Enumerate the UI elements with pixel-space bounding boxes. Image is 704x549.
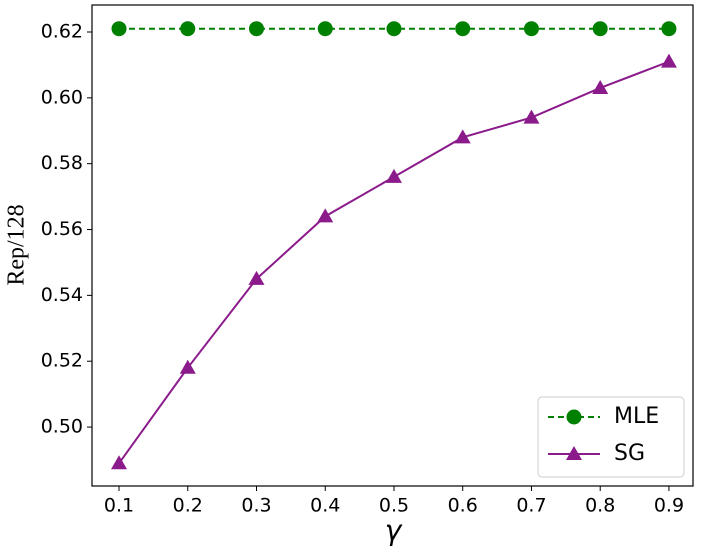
marker [248,21,264,37]
x-tick-label: 0.9 [654,495,684,517]
marker [179,359,196,374]
y-axis-label: Rep/128 [4,204,30,285]
legend-marker [566,446,582,460]
marker [317,21,333,37]
marker [660,53,677,68]
x-tick-label: 0.1 [104,495,134,517]
y-tick-label: 0.50 [41,416,83,438]
marker [317,208,334,223]
marker [661,21,677,37]
marker [455,21,471,37]
legend-label: MLE [614,404,659,429]
x-tick-label: 0.6 [448,495,478,517]
legend-box [537,396,685,478]
legend-label: SG [614,441,645,466]
marker [180,21,196,37]
x-tick-label: 0.4 [310,495,340,517]
y-tick-label: 0.62 [41,20,83,42]
y-tick-label: 0.52 [41,350,83,372]
plot-frame [91,4,694,487]
x-tick-label: 0.2 [173,495,203,517]
marker [523,21,539,37]
marker [592,79,609,94]
y-tick-label: 0.58 [41,152,83,174]
y-tick-label: 0.56 [41,218,83,240]
x-tick-label: 0.7 [516,495,546,517]
marker [248,270,265,285]
marker [523,109,540,124]
marker [111,21,127,37]
legend-marker [566,409,582,425]
marker [592,21,608,37]
marker [111,455,128,470]
marker [385,168,402,183]
marker [454,129,471,144]
y-tick-label: 0.54 [41,284,83,306]
x-axis-label: γ [385,514,403,547]
x-tick-label: 0.5 [379,495,409,517]
marker [386,21,402,37]
x-tick-label: 0.8 [585,495,615,517]
x-tick-label: 0.3 [241,495,271,517]
y-tick-label: 0.60 [41,86,83,108]
